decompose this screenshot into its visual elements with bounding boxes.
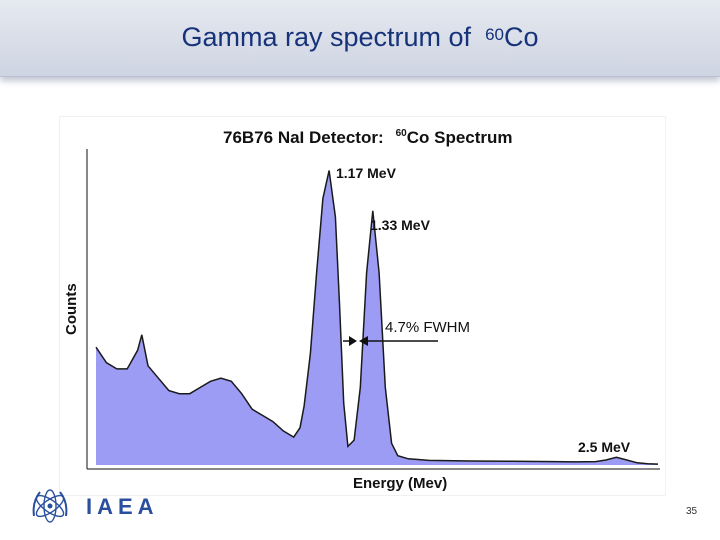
annotation-peak-1: 1.17 MeV — [336, 165, 397, 181]
spectrum-svg: 76B76 NaI Detector: 60Co Spectrum Counts … — [63, 128, 660, 492]
slide-title-main: Gamma ray spectrum of — [181, 22, 472, 52]
spectrum-line — [95, 170, 659, 465]
iaea-logo-text: IAEA — [86, 494, 159, 519]
fwhm-arrow-left-head — [349, 336, 357, 346]
y-axis-label: Counts — [63, 283, 80, 335]
x-axis-label: Energy (Mev) — [353, 475, 447, 492]
chart-title-suffix: Co Spectrum — [407, 128, 513, 147]
annotation-peak-2: 1.33 MeV — [370, 217, 431, 233]
chart-title-superscript: 60 — [396, 128, 408, 139]
chart-title: 76B76 NaI Detector: 60Co Spectrum — [223, 128, 513, 147]
annotation-sum-peak: 2.5 MeV — [578, 439, 631, 455]
spectrum-chart: 76B76 NaI Detector: 60Co Spectrum Counts … — [60, 117, 665, 495]
slide-title-element: Co — [503, 22, 539, 52]
chart-title-prefix: 76B76 NaI Detector: — [223, 128, 384, 147]
annotation-fwhm: 4.7% FWHM — [385, 319, 470, 336]
page-number: 35 — [686, 506, 698, 517]
spectrum-area — [96, 170, 658, 465]
iaea-logo — [28, 480, 168, 532]
iaea-emblem-icon — [32, 489, 68, 523]
fwhm-arrow-right-head — [359, 336, 368, 346]
slide-title: Gamma ray spectrum of 60Co — [0, 22, 720, 53]
title-bar — [0, 0, 720, 77]
slide-title-superscript: 60 — [485, 25, 504, 44]
